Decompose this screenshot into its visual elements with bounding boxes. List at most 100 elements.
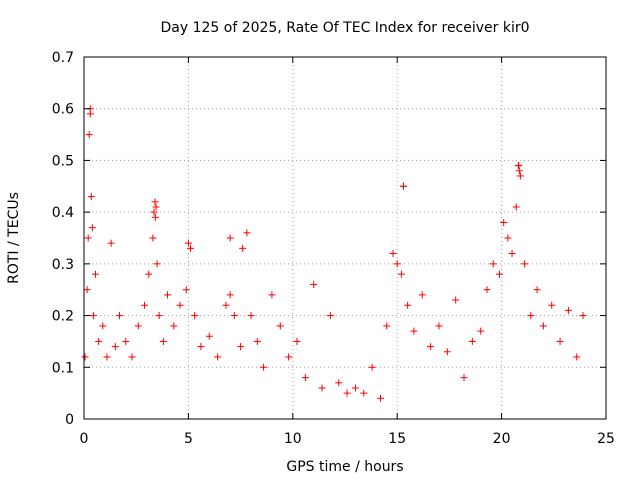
data-point — [150, 208, 158, 216]
y-tick-label: 0.5 — [52, 153, 74, 169]
data-point — [86, 110, 94, 118]
data-point — [326, 312, 334, 320]
data-point — [573, 353, 581, 361]
data-point — [489, 260, 497, 268]
y-tick-label: 0 — [65, 412, 74, 428]
data-point — [186, 244, 194, 252]
data-point — [500, 218, 508, 226]
data-point — [81, 353, 89, 361]
data-point — [84, 234, 92, 242]
data-point — [293, 337, 301, 345]
y-tick-label: 0.1 — [52, 360, 74, 376]
data-point — [515, 167, 523, 175]
data-point — [399, 182, 407, 190]
data-point — [159, 337, 167, 345]
data-point — [556, 337, 564, 345]
data-point — [548, 301, 556, 309]
data-point — [539, 322, 547, 330]
data-point — [452, 296, 460, 304]
data-point — [460, 374, 468, 382]
data-point — [393, 260, 401, 268]
data-point — [182, 286, 190, 294]
x-tick-label: 25 — [597, 431, 615, 447]
data-point — [512, 203, 520, 211]
data-point — [301, 374, 309, 382]
data-point — [95, 337, 103, 345]
data-point — [360, 389, 368, 397]
data-point — [427, 343, 435, 351]
data-point — [483, 286, 491, 294]
data-point — [152, 203, 160, 211]
x-tick-label: 10 — [284, 431, 302, 447]
data-point — [237, 343, 245, 351]
data-point — [184, 239, 192, 247]
data-point — [134, 322, 142, 330]
data-point — [191, 312, 199, 320]
data-point — [368, 363, 376, 371]
data-point — [508, 250, 516, 258]
tick-labels: 0 5 10 15 20 25 0 0.1 0.2 0.3 0.4 0.5 0.6 0.7 — [52, 50, 615, 447]
data-point — [128, 353, 136, 361]
data-point — [504, 234, 512, 242]
x-tick-label: 5 — [184, 431, 193, 447]
data-point — [515, 162, 523, 170]
y-tick-label: 0.7 — [52, 50, 74, 66]
data-point — [85, 131, 93, 139]
data-point — [88, 224, 96, 232]
data-point — [516, 172, 524, 180]
data-point — [253, 337, 261, 345]
data-point — [197, 343, 205, 351]
data-point — [404, 301, 412, 309]
data-point — [89, 312, 97, 320]
chart-title: Day 125 of 2025, Rate Of TEC Index for r… — [160, 20, 529, 36]
data-point — [533, 286, 541, 294]
data-point — [205, 332, 213, 340]
data-point — [107, 239, 115, 247]
data-point — [351, 384, 359, 392]
x-tick-label: 0 — [80, 431, 89, 447]
data-point — [310, 281, 318, 289]
axis-ticks — [83, 56, 607, 420]
data-point — [343, 389, 351, 397]
data-point — [176, 301, 184, 309]
x-tick-label: 20 — [493, 431, 511, 447]
data-point — [226, 234, 234, 242]
data-point — [230, 312, 238, 320]
data-point — [164, 291, 172, 299]
data-point — [115, 312, 123, 320]
grid-lines — [84, 57, 606, 419]
data-point — [247, 312, 255, 320]
data-point — [222, 301, 230, 309]
data-point — [153, 260, 161, 268]
data-point — [564, 306, 572, 314]
data-point — [285, 353, 293, 361]
data-point — [91, 270, 99, 278]
x-axis-title: GPS time / hours — [286, 459, 403, 475]
data-point — [418, 291, 426, 299]
data-point — [99, 322, 107, 330]
data-point — [141, 301, 149, 309]
data-point — [145, 270, 153, 278]
data-point — [243, 229, 251, 237]
data-point — [170, 322, 178, 330]
data-point — [226, 291, 234, 299]
data-point — [151, 198, 159, 206]
y-tick-label: 0.4 — [52, 205, 74, 221]
data-point — [521, 260, 529, 268]
data-point — [87, 193, 95, 201]
data-point — [435, 322, 443, 330]
data-point — [335, 379, 343, 387]
data-point — [155, 312, 163, 320]
data-point — [151, 213, 159, 221]
data-point — [579, 312, 587, 320]
data-point — [468, 337, 476, 345]
data-point — [443, 348, 451, 356]
y-axis-title: ROTI / TECUs — [6, 192, 22, 284]
y-tick-label: 0.3 — [52, 257, 74, 273]
data-point — [260, 363, 268, 371]
data-point — [149, 234, 157, 242]
data-point — [214, 353, 222, 361]
data-point — [383, 322, 391, 330]
